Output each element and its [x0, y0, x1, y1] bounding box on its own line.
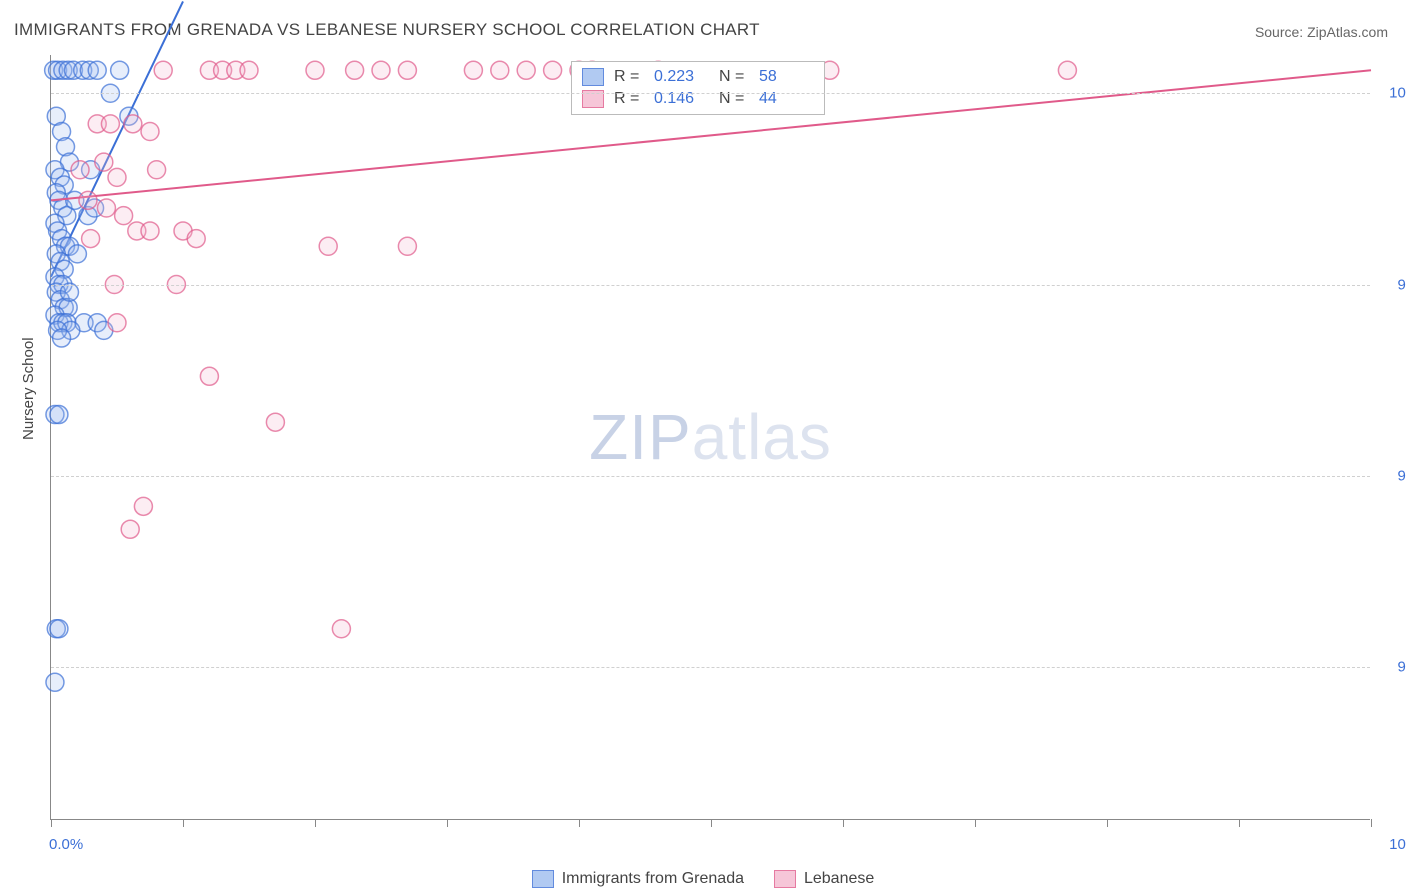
- data-point-lebanese: [319, 237, 337, 255]
- data-point-lebanese: [108, 314, 126, 332]
- x-tick: [447, 819, 448, 827]
- data-point-lebanese: [97, 199, 115, 217]
- data-point-lebanese: [200, 367, 218, 385]
- chart-title: IMMIGRANTS FROM GRENADA VS LEBANESE NURS…: [14, 20, 760, 40]
- data-point-grenada: [60, 283, 78, 301]
- y-tick-label: 92.5%: [1380, 659, 1406, 676]
- y-tick-label: 95.0%: [1380, 467, 1406, 484]
- data-point-lebanese: [124, 115, 142, 133]
- data-point-lebanese: [121, 520, 139, 538]
- n-label-1: N =: [719, 68, 749, 86]
- x-tick: [315, 819, 316, 827]
- r-label-1: R =: [614, 68, 644, 86]
- data-point-lebanese: [141, 123, 159, 141]
- series-legend: Immigrants from Grenada Lebanese: [0, 870, 1406, 888]
- y-axis-label: Nursery School: [20, 337, 37, 440]
- x-tick: [843, 819, 844, 827]
- data-point-grenada: [88, 61, 106, 79]
- gridline-h: [51, 93, 1370, 94]
- x-tick-label: 100.0%: [1380, 836, 1406, 853]
- data-point-lebanese: [491, 61, 509, 79]
- legend-row-grenada: R = 0.223 N = 58: [582, 66, 814, 88]
- x-tick: [1107, 819, 1108, 827]
- x-tick: [51, 819, 52, 827]
- data-point-lebanese: [517, 61, 535, 79]
- y-tick-label: 100.0%: [1380, 85, 1406, 102]
- x-tick: [579, 819, 580, 827]
- data-point-lebanese: [332, 620, 350, 638]
- data-point-grenada: [111, 61, 129, 79]
- data-point-grenada: [50, 406, 68, 424]
- legend-label-lebanese: Lebanese: [804, 870, 874, 888]
- data-point-grenada: [46, 673, 64, 691]
- r-value-1: 0.223: [654, 68, 709, 86]
- data-point-lebanese: [398, 237, 416, 255]
- data-point-lebanese: [154, 61, 172, 79]
- data-point-lebanese: [398, 61, 416, 79]
- data-point-grenada: [68, 245, 86, 263]
- data-point-lebanese: [240, 61, 258, 79]
- data-point-lebanese: [79, 191, 97, 209]
- swatch-lebanese-bottom: [774, 870, 796, 888]
- legend-row-lebanese: R = 0.146 N = 44: [582, 88, 814, 110]
- x-tick: [183, 819, 184, 827]
- data-point-lebanese: [544, 61, 562, 79]
- x-tick: [1371, 819, 1372, 827]
- data-point-lebanese: [464, 61, 482, 79]
- data-point-lebanese: [95, 153, 113, 171]
- data-point-lebanese: [108, 168, 126, 186]
- chart-source: Source: ZipAtlas.com: [1255, 24, 1388, 40]
- scatter-svg: [51, 55, 1370, 819]
- x-tick: [711, 819, 712, 827]
- data-point-lebanese: [101, 115, 119, 133]
- data-point-grenada: [53, 329, 71, 347]
- x-tick-label: 0.0%: [49, 836, 83, 853]
- gridline-h: [51, 285, 1370, 286]
- data-point-lebanese: [115, 207, 133, 225]
- x-tick: [1239, 819, 1240, 827]
- swatch-grenada-bottom: [532, 870, 554, 888]
- data-point-lebanese: [71, 161, 89, 179]
- data-point-lebanese: [134, 497, 152, 515]
- data-point-lebanese: [187, 230, 205, 248]
- data-point-grenada: [50, 620, 68, 638]
- data-point-lebanese: [82, 230, 100, 248]
- data-point-lebanese: [148, 161, 166, 179]
- data-point-lebanese: [266, 413, 284, 431]
- data-point-lebanese: [346, 61, 364, 79]
- legend-item-grenada: Immigrants from Grenada: [532, 870, 744, 888]
- gridline-h: [51, 667, 1370, 668]
- data-point-lebanese: [306, 61, 324, 79]
- data-point-lebanese: [141, 222, 159, 240]
- x-tick: [975, 819, 976, 827]
- data-point-lebanese: [372, 61, 390, 79]
- gridline-h: [51, 476, 1370, 477]
- legend-item-lebanese: Lebanese: [774, 870, 874, 888]
- swatch-grenada: [582, 68, 604, 86]
- legend-label-grenada: Immigrants from Grenada: [562, 870, 744, 888]
- data-point-lebanese: [1058, 61, 1076, 79]
- y-tick-label: 97.5%: [1380, 276, 1406, 293]
- chart-plot-area: ZIPatlas R = 0.223 N = 58 R = 0.146 N = …: [50, 55, 1370, 820]
- n-value-1: 58: [759, 68, 814, 86]
- correlation-legend: R = 0.223 N = 58 R = 0.146 N = 44: [571, 61, 825, 115]
